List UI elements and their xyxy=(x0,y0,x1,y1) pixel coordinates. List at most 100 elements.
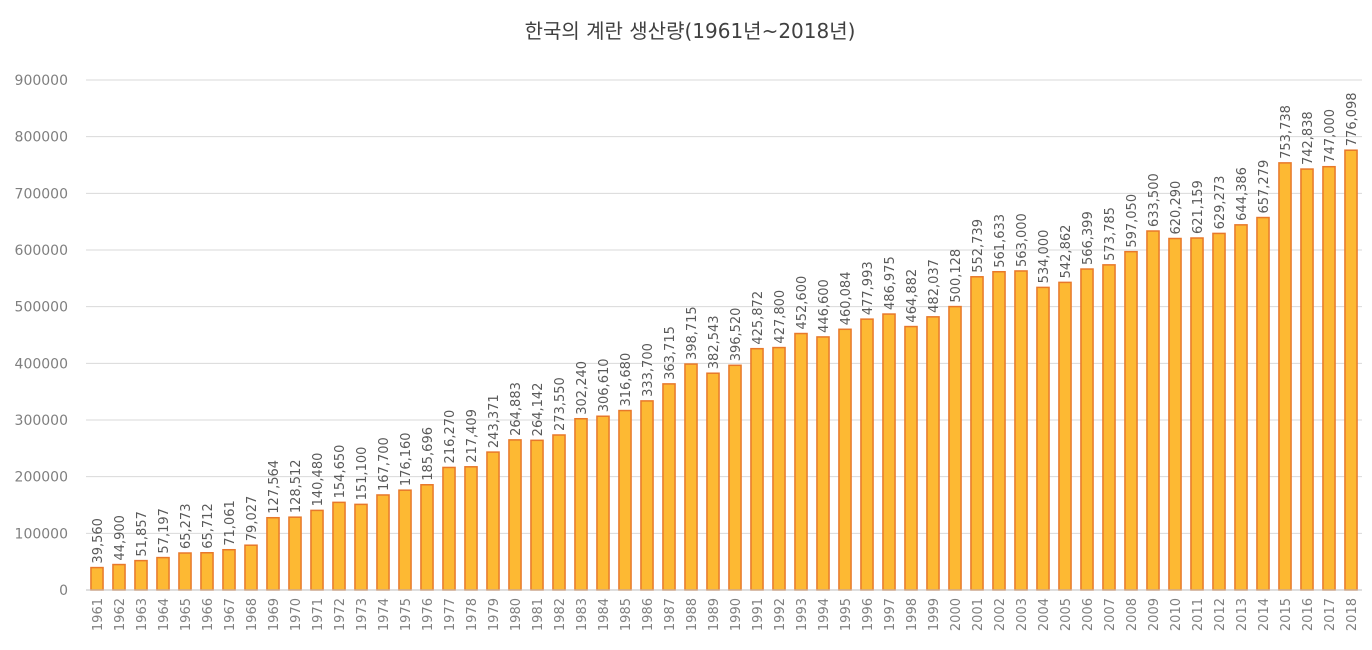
bar xyxy=(1322,165,1336,591)
x-tick-label: 1961 xyxy=(91,598,106,631)
x-tick-label: 1984 xyxy=(597,598,612,631)
data-label: 566,399 xyxy=(1081,211,1096,265)
y-tick-label: 200000 xyxy=(15,470,68,486)
x-tick-label: 2000 xyxy=(949,598,964,631)
data-label: 264,142 xyxy=(531,383,546,437)
x-tick-label: 1986 xyxy=(641,598,656,631)
bar xyxy=(1212,232,1226,591)
data-label: 140,480 xyxy=(311,453,326,507)
data-label: 217,409 xyxy=(465,409,480,463)
x-tick-label: 1988 xyxy=(685,598,700,631)
bar xyxy=(486,451,500,591)
bars xyxy=(90,149,1358,591)
data-label: 51,857 xyxy=(135,511,150,557)
data-label: 621,159 xyxy=(1191,180,1206,234)
bar xyxy=(1146,230,1160,591)
x-tick-label: 2017 xyxy=(1323,598,1338,631)
bar xyxy=(948,305,962,591)
x-tick-label: 2004 xyxy=(1037,598,1052,631)
data-label: 460,084 xyxy=(839,272,854,326)
x-tick-label: 1994 xyxy=(817,598,832,631)
chart-title: 한국의 계란 생산량(1961년~2018년) xyxy=(525,19,856,43)
data-label: 452,600 xyxy=(795,276,810,330)
data-label: 446,600 xyxy=(817,279,832,333)
data-label: 486,975 xyxy=(883,256,898,310)
bar xyxy=(860,318,874,591)
x-tick-label: 1999 xyxy=(927,598,942,631)
bar xyxy=(1014,270,1028,591)
data-labels: 39,560 44,900 51,857 57,197 65,273 65,712 71,0… xyxy=(91,92,1360,563)
data-label: 333,700 xyxy=(641,343,656,397)
x-tick-label: 1992 xyxy=(773,598,788,631)
data-label: 363,715 xyxy=(663,326,678,380)
data-label: 154,650 xyxy=(333,445,348,499)
bar xyxy=(926,316,940,591)
data-label: 633,500 xyxy=(1147,173,1162,227)
y-tick-label: 700000 xyxy=(15,186,68,202)
data-label: 620,290 xyxy=(1169,181,1184,235)
data-label: 561,633 xyxy=(993,214,1008,268)
bar xyxy=(882,313,896,591)
data-label: 427,800 xyxy=(773,290,788,344)
data-label: 500,128 xyxy=(949,249,964,303)
data-label: 776,098 xyxy=(1345,92,1360,146)
data-label: 44,900 xyxy=(113,515,128,561)
data-label: 573,785 xyxy=(1103,207,1118,261)
bar xyxy=(640,400,654,591)
x-tick-label: 1976 xyxy=(421,598,436,631)
bar xyxy=(1036,286,1050,591)
x-tick-label: 1963 xyxy=(135,598,150,631)
x-tick-label: 1990 xyxy=(729,598,744,631)
x-tick-label: 1964 xyxy=(157,598,172,631)
x-tick-label: 1974 xyxy=(377,598,392,631)
y-tick-label: 900000 xyxy=(15,73,68,89)
bar xyxy=(156,556,170,591)
bar xyxy=(1058,281,1072,591)
bar xyxy=(244,544,258,591)
data-label: 534,000 xyxy=(1037,230,1052,284)
data-label: 657,279 xyxy=(1257,160,1272,214)
x-tick-label: 1969 xyxy=(267,598,282,631)
x-tick-label: 2012 xyxy=(1213,598,1228,631)
data-label: 167,700 xyxy=(377,437,392,491)
data-label: 482,037 xyxy=(927,259,942,313)
data-label: 79,027 xyxy=(245,496,260,542)
data-label: 464,882 xyxy=(905,269,920,323)
y-tick-label: 400000 xyxy=(15,356,68,372)
x-tick-label: 2010 xyxy=(1169,598,1184,631)
bar xyxy=(266,516,280,591)
bar xyxy=(794,332,808,591)
data-label: 742,838 xyxy=(1301,111,1316,165)
bar xyxy=(112,563,126,591)
bar xyxy=(552,434,566,591)
bar xyxy=(684,363,698,591)
bar xyxy=(1190,237,1204,591)
data-label: 644,386 xyxy=(1235,167,1250,221)
bar xyxy=(442,466,456,591)
bar xyxy=(398,489,412,591)
y-tick-label: 100000 xyxy=(15,526,68,542)
bar xyxy=(1234,224,1248,591)
bar xyxy=(464,466,478,591)
x-tick-label: 1997 xyxy=(883,598,898,631)
bar xyxy=(376,494,390,591)
data-label: 65,712 xyxy=(201,503,216,549)
x-tick-label: 2005 xyxy=(1059,598,1074,631)
x-tick-label: 1979 xyxy=(487,598,502,631)
data-label: 396,520 xyxy=(729,308,744,362)
y-tick-label: 600000 xyxy=(15,243,68,259)
x-axis-ticks: 1961 1962 1963 1964 1965 1966 1967 1968 1969 1970… xyxy=(91,598,1360,631)
data-label: 39,560 xyxy=(91,518,106,564)
x-tick-label: 1980 xyxy=(509,598,524,631)
bar xyxy=(1102,264,1116,591)
x-tick-label: 1975 xyxy=(399,598,414,631)
x-tick-label: 1970 xyxy=(289,598,304,631)
y-axis-ticks: 0 100000 200000 300000 400000 500000 600000 700… xyxy=(15,73,68,599)
data-label: 57,197 xyxy=(157,508,172,554)
y-tick-label: 500000 xyxy=(15,300,68,316)
bar xyxy=(1278,162,1292,591)
data-label: 477,993 xyxy=(861,261,876,315)
x-tick-label: 2001 xyxy=(971,598,986,631)
data-label: 316,680 xyxy=(619,353,634,407)
